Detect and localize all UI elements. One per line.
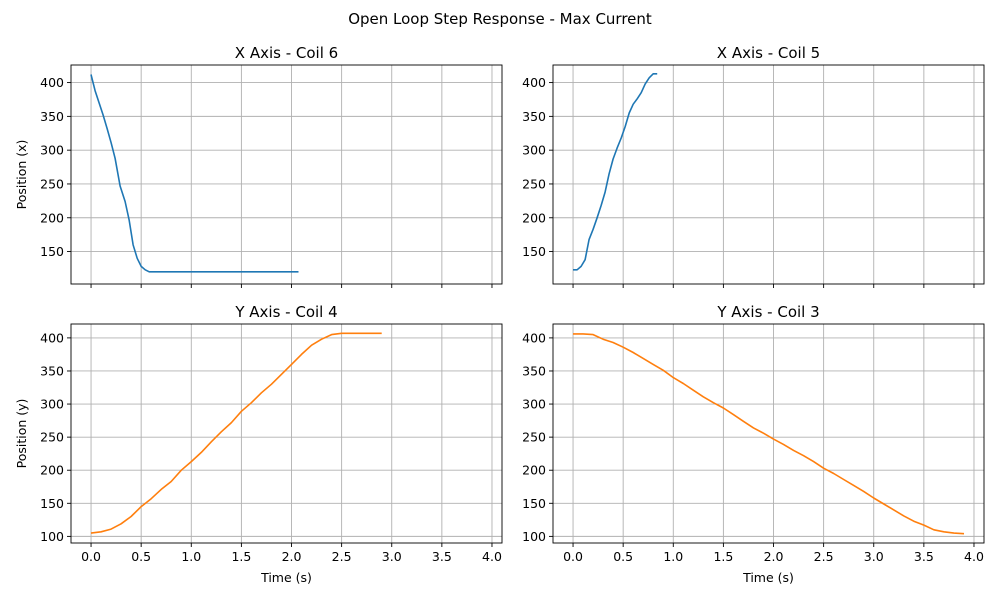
x-tick-label: 1.5 bbox=[713, 549, 733, 564]
y-tick-label: 350 bbox=[40, 109, 64, 124]
y-tick-label: 200 bbox=[40, 210, 64, 225]
y-tick-label: 250 bbox=[522, 430, 546, 445]
x-tick-label: 4.0 bbox=[964, 549, 984, 564]
axes-frame bbox=[552, 323, 985, 544]
subplot-title: X Axis - Coil 5 bbox=[717, 44, 820, 62]
x-tick-label: 2.5 bbox=[332, 549, 352, 564]
y-tick-label: 150 bbox=[522, 496, 546, 511]
y-tick-label: 400 bbox=[40, 75, 64, 90]
y-tick-label: 400 bbox=[522, 330, 546, 345]
y-tick-label: 250 bbox=[40, 176, 64, 191]
y-tick-label: 100 bbox=[40, 529, 64, 544]
subplot-4: 0.0 0.5 1.0 1.5 2.0 2.5 3.0 3.5 4.0 100 150 200 250 3… bbox=[522, 303, 985, 585]
figure-title: Open Loop Step Response - Max Current bbox=[348, 10, 652, 28]
subplot-title: Y Axis - Coil 4 bbox=[234, 303, 337, 321]
y-tick-label: 400 bbox=[40, 330, 64, 345]
y-tick-label: 350 bbox=[522, 109, 546, 124]
y-tick-label: 200 bbox=[40, 463, 64, 478]
axes-frame bbox=[70, 64, 503, 285]
series-line bbox=[573, 333, 965, 535]
x-tick-label: 0.5 bbox=[613, 549, 633, 564]
subplot-title: X Axis - Coil 6 bbox=[235, 44, 338, 62]
subplot-title: Y Axis - Coil 3 bbox=[716, 303, 819, 321]
x-tick-label: 0.5 bbox=[131, 549, 151, 564]
subplots-container: 150 200 250 300 350 400 X Axis - Coil 6 Positio… bbox=[14, 44, 985, 585]
y-tick-label: 250 bbox=[522, 176, 546, 191]
axes-frame bbox=[552, 64, 985, 285]
y-tick-label: 300 bbox=[40, 397, 64, 412]
y-axis-label: Position (x) bbox=[14, 140, 29, 210]
x-axis-label: Time (s) bbox=[742, 570, 794, 585]
x-tick-label: 4.0 bbox=[482, 549, 502, 564]
y-tick-label: 300 bbox=[40, 143, 64, 158]
x-tick-label: 1.5 bbox=[231, 549, 251, 564]
y-tick-label: 100 bbox=[522, 529, 546, 544]
y-tick-label: 250 bbox=[40, 430, 64, 445]
x-tick-label: 2.0 bbox=[282, 549, 302, 564]
x-tick-label: 2.0 bbox=[764, 549, 784, 564]
x-tick-label: 3.0 bbox=[864, 549, 884, 564]
series-line bbox=[573, 73, 658, 271]
series-line bbox=[90, 74, 299, 273]
subplot-1: 150 200 250 300 350 400 X Axis - Coil 6 Positio… bbox=[14, 44, 503, 288]
x-tick-label: 2.5 bbox=[814, 549, 834, 564]
y-tick-label: 150 bbox=[40, 496, 64, 511]
x-tick-label: 0.0 bbox=[81, 549, 101, 564]
y-tick-label: 350 bbox=[522, 363, 546, 378]
x-tick-label: 0.0 bbox=[563, 549, 583, 564]
y-tick-label: 150 bbox=[522, 244, 546, 259]
y-tick-label: 200 bbox=[522, 210, 546, 225]
y-tick-label: 400 bbox=[522, 75, 546, 90]
y-tick-label: 150 bbox=[40, 244, 64, 259]
y-tick-label: 350 bbox=[40, 363, 64, 378]
axes-frame bbox=[70, 323, 503, 544]
y-tick-label: 300 bbox=[522, 143, 546, 158]
y-tick-label: 300 bbox=[522, 397, 546, 412]
y-axis-label: Position (y) bbox=[14, 399, 29, 469]
x-tick-label: 1.0 bbox=[663, 549, 683, 564]
x-tick-label: 1.0 bbox=[181, 549, 201, 564]
x-tick-label: 3.5 bbox=[914, 549, 934, 564]
x-tick-label: 3.0 bbox=[382, 549, 402, 564]
series-line bbox=[90, 332, 382, 534]
x-tick-label: 3.5 bbox=[432, 549, 452, 564]
subplot-3: 0.0 0.5 1.0 1.5 2.0 2.5 3.0 3.5 4.0 100 150 200 250 3… bbox=[14, 303, 503, 585]
subplot-2: 150 200 250 300 350 400 X Axis - Coil 5 bbox=[522, 44, 985, 288]
x-axis-label: Time (s) bbox=[260, 570, 312, 585]
y-tick-label: 200 bbox=[522, 463, 546, 478]
